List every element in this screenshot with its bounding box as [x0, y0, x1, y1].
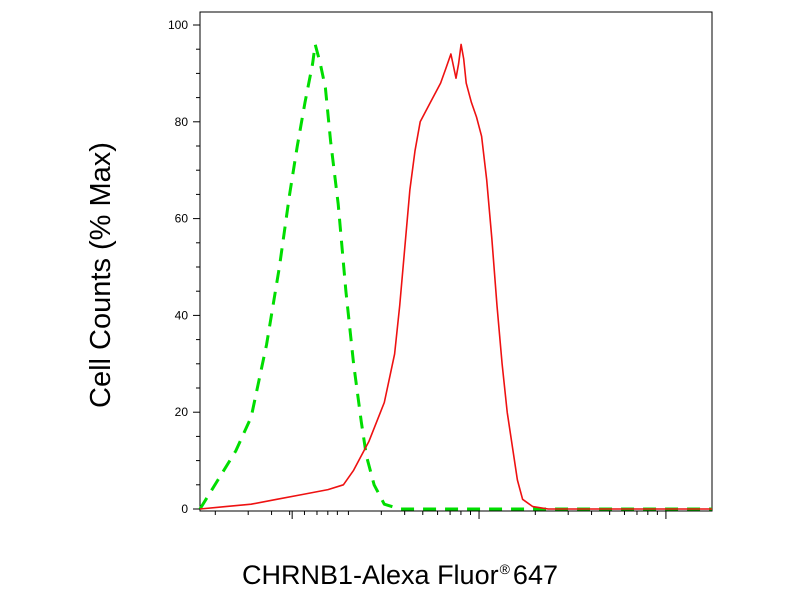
y-axis-title: Cell Counts (% Max): [85, 142, 117, 408]
series-layer: [198, 42, 712, 511]
registered-mark: ®: [499, 561, 510, 577]
x-axis-title-text: CHRNB1-Alexa Fluor: [242, 560, 499, 590]
series-line-0: [198, 42, 712, 511]
y-tick-label: 20: [175, 405, 189, 419]
plot-border: [199, 11, 713, 512]
x-axis-title-suffix: 647: [512, 560, 558, 590]
y-tick-label: 100: [168, 18, 188, 32]
y-tick-label: 40: [175, 308, 189, 322]
plot-frame: [199, 11, 713, 512]
x-axis-title: CHRNB1-Alexa Fluor® 647: [0, 560, 800, 591]
y-tick-label: 0: [181, 502, 188, 516]
y-tick-label: 80: [175, 115, 189, 129]
series-line-1: [199, 43, 712, 510]
y-tick-label: 60: [175, 212, 189, 226]
y-axis: 0 20 40 60 80 100: [168, 18, 200, 516]
x-axis: [214, 511, 667, 519]
